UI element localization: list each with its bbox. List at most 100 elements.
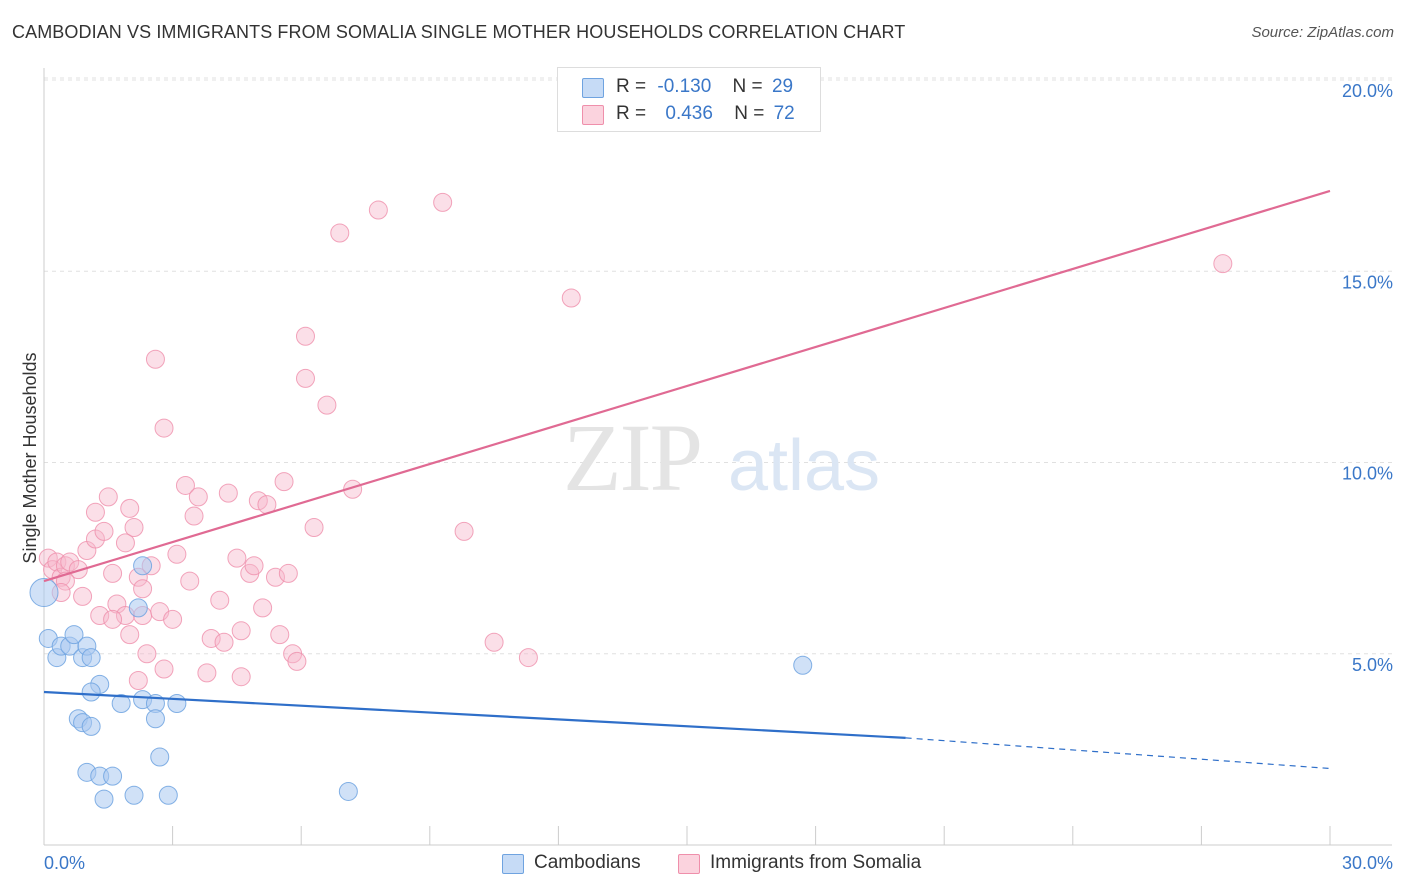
somalia-point	[295, 326, 315, 346]
legend-n-value: 29	[771, 76, 794, 97]
trend-line-cambodians-extension	[905, 737, 1331, 770]
somalia-point	[128, 671, 148, 691]
somalia-point	[231, 621, 251, 641]
legend-n-value: 72	[773, 103, 795, 124]
cambodian-point	[103, 766, 123, 786]
somalia-point	[154, 418, 174, 438]
cambodian-point	[158, 785, 178, 805]
cambodian-point	[167, 693, 187, 713]
somalia-point	[103, 609, 123, 629]
cambodian-point	[124, 785, 144, 805]
legend-r-value: -0.130	[657, 76, 712, 97]
series-cambodian-points	[29, 556, 813, 809]
somalia-point	[231, 667, 251, 687]
somalia-point	[133, 579, 153, 599]
source-credit: Source: ZipAtlas.com	[1251, 24, 1394, 41]
somalia-point	[561, 288, 581, 308]
somalia-point	[145, 349, 165, 369]
somalia-point	[120, 498, 140, 518]
cambodian-point	[81, 682, 101, 702]
axes	[43, 68, 1392, 846]
somalia-point	[98, 487, 118, 507]
somalia-point	[518, 648, 538, 668]
trend-lines	[43, 189, 1331, 770]
series-somalia-points	[38, 192, 1233, 691]
x-tick-label: 0.0%	[44, 853, 85, 873]
somalia-point	[94, 521, 114, 541]
trend-line-somalia	[43, 189, 1331, 583]
watermark-atlas: atlas	[728, 426, 880, 506]
somalia-point	[368, 200, 388, 220]
somalia-point	[278, 563, 298, 583]
somalia-point	[317, 395, 337, 415]
somalia-point	[137, 644, 157, 664]
somalia-point	[201, 628, 221, 648]
somalia-point	[73, 586, 93, 606]
cambodian-point	[94, 789, 114, 809]
cambodian-point	[111, 693, 131, 713]
x-tick-label: 30.0%	[1342, 853, 1393, 873]
y-tick-label: 15.0%	[1342, 272, 1393, 292]
watermark: ZIP atlas	[563, 404, 880, 511]
somalia-point	[175, 475, 195, 495]
cambodian-point	[338, 781, 358, 801]
somalia-point	[227, 548, 247, 568]
somalia-point	[454, 521, 474, 541]
somalia-point	[304, 518, 324, 538]
somalia-point	[85, 502, 105, 522]
cambodian-point	[128, 598, 148, 618]
somalia-point	[197, 663, 217, 683]
bottom-legend-label-cambodians: Cambodians	[534, 852, 641, 873]
somalia-point	[210, 590, 230, 610]
y-axis-label: Single Mother Households	[20, 352, 40, 563]
somalia-point	[180, 571, 200, 591]
cambodian-point	[29, 578, 59, 608]
somalia-point	[253, 598, 273, 618]
somalia-point	[154, 659, 174, 679]
legend-r-value: 0.436	[665, 103, 713, 124]
correlation-legend: R = -0.130 N = 29 R = 0.436 N = 72	[557, 67, 821, 132]
trend-line-cambodians	[43, 690, 906, 739]
somalia-point	[287, 651, 307, 671]
somalia-point	[484, 632, 504, 652]
bottom-legend-swatch-somalia	[678, 854, 700, 874]
somalia-point	[163, 609, 183, 629]
somalia-point	[120, 625, 140, 645]
bottom-legend-swatch-cambodians	[502, 854, 524, 874]
somalia-point	[295, 368, 315, 388]
y-tick-label: 10.0%	[1342, 464, 1393, 484]
somalia-point	[115, 533, 135, 553]
cambodian-point	[793, 655, 813, 675]
somalia-point	[433, 192, 453, 212]
legend-swatch-somalia	[582, 105, 604, 125]
cambodian-point	[64, 625, 84, 645]
somalia-point	[218, 483, 238, 503]
tick-labels: 5.0% 10.0% 15.0% 20.0% 0.0% 30.0%	[44, 81, 1393, 873]
somalia-point	[124, 518, 144, 538]
cambodian-point	[81, 716, 101, 736]
legend-swatch-cambodians	[582, 78, 604, 98]
watermark-zip: ZIP	[563, 404, 701, 511]
somalia-point	[214, 632, 234, 652]
somalia-point	[274, 472, 294, 492]
legend-n-label: N =	[732, 76, 763, 97]
somalia-point	[103, 563, 123, 583]
chart-title: CAMBODIAN VS IMMIGRANTS FROM SOMALIA SIN…	[12, 22, 906, 42]
cambodian-point	[81, 648, 101, 668]
cambodian-point	[145, 709, 165, 729]
cambodian-point	[150, 747, 170, 767]
legend-r-label: R =	[616, 103, 647, 124]
cambodian-point	[133, 556, 153, 576]
somalia-point	[1213, 254, 1233, 274]
legend-n-label: N =	[734, 103, 765, 124]
somalia-point	[90, 606, 110, 625]
y-tick-label: 5.0%	[1352, 655, 1393, 675]
bottom-legend-label-somalia: Immigrants from Somalia	[710, 852, 922, 873]
legend-r-label: R =	[616, 76, 647, 97]
somalia-point	[188, 487, 208, 507]
somalia-point	[244, 556, 264, 576]
somalia-point	[270, 625, 290, 645]
somalia-point	[167, 544, 187, 564]
y-tick-label: 20.0%	[1342, 81, 1393, 101]
